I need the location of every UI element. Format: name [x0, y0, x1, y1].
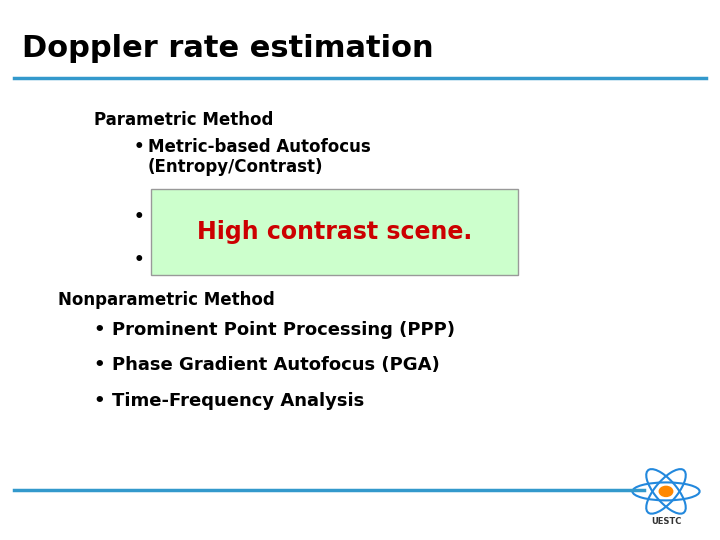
Text: •: •	[133, 138, 144, 156]
Text: •: •	[94, 321, 105, 339]
Text: Metric-based Autofocus
(Entropy/Contrast): Metric-based Autofocus (Entropy/Contrast…	[148, 138, 370, 177]
Text: Nonparametric Method: Nonparametric Method	[58, 291, 274, 308]
Text: •: •	[133, 251, 144, 269]
Text: Time-Frequency Analysis: Time-Frequency Analysis	[112, 392, 364, 409]
Circle shape	[660, 487, 672, 496]
Text: Parametric Method: Parametric Method	[94, 111, 273, 129]
Text: Phase Gradient Autofocus (PGA): Phase Gradient Autofocus (PGA)	[112, 356, 439, 374]
Text: •: •	[94, 392, 105, 409]
Text: UESTC: UESTC	[651, 517, 681, 525]
Text: •: •	[94, 356, 105, 374]
Text: Prominent Point Processing (PPP): Prominent Point Processing (PPP)	[112, 321, 454, 339]
Text: High contrast scene.: High contrast scene.	[197, 220, 472, 244]
Text: Doppler rate estimation: Doppler rate estimation	[22, 33, 433, 63]
Text: •: •	[133, 208, 144, 226]
